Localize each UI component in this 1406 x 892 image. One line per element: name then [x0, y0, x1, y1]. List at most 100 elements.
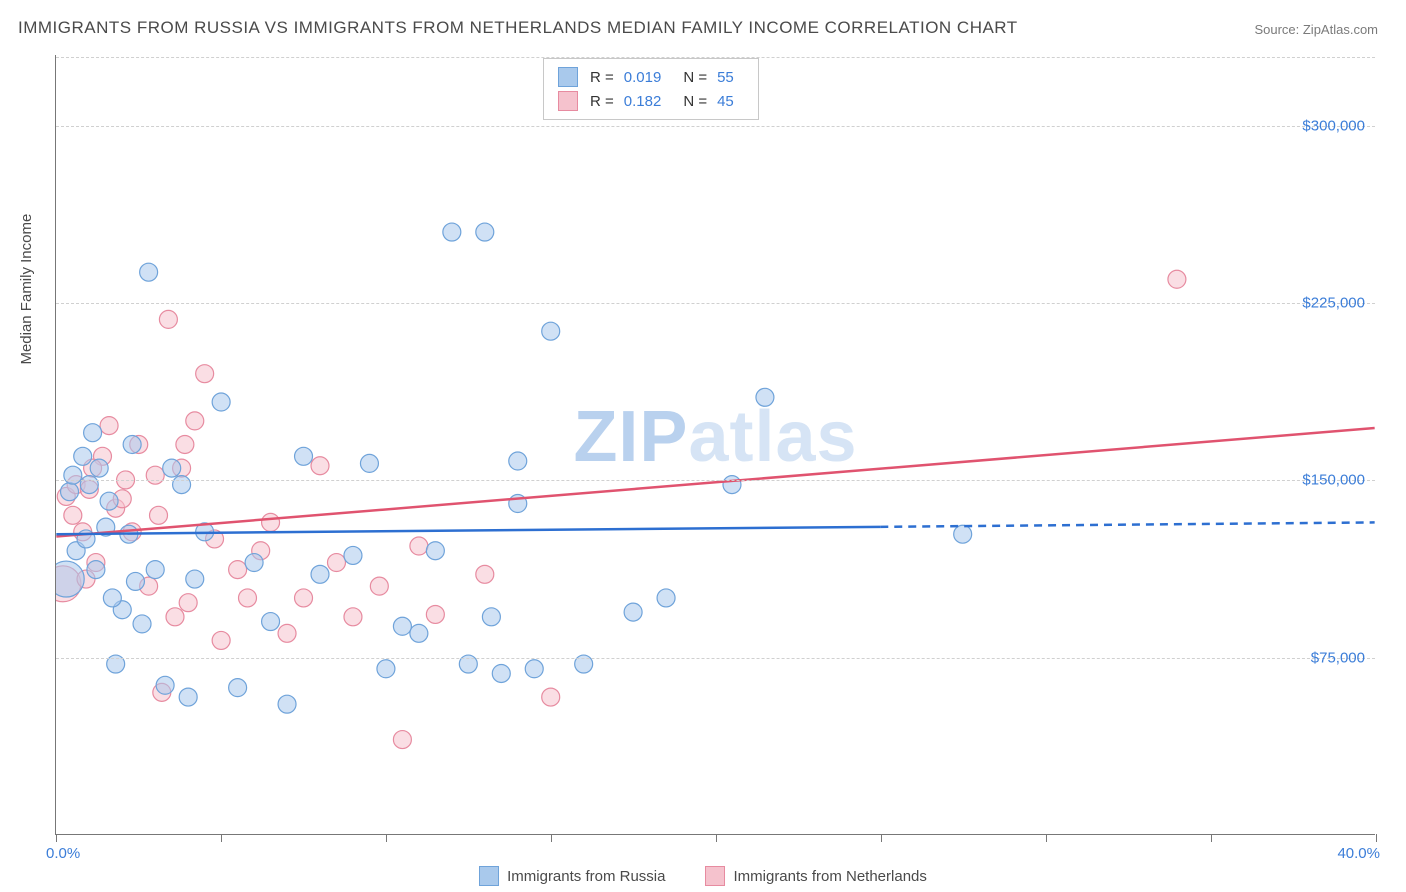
scatter-point-netherlands: [186, 412, 204, 430]
legend-n-value: 55: [717, 69, 734, 86]
scatter-point-netherlands: [107, 499, 125, 517]
scatter-point-russia: [756, 388, 774, 406]
scatter-point-russia: [74, 447, 92, 465]
chart-container: IMMIGRANTS FROM RUSSIA VS IMMIGRANTS FRO…: [0, 0, 1406, 892]
scatter-point-netherlands: [84, 459, 102, 477]
scatter-point-russia: [476, 223, 494, 241]
scatter-point-russia: [173, 476, 191, 494]
watermark: ZIPatlas: [573, 396, 857, 478]
scatter-point-russia: [542, 322, 560, 340]
scatter-point-netherlands: [57, 487, 75, 505]
scatter-point-netherlands: [176, 436, 194, 454]
x-tick: [56, 834, 57, 842]
scatter-point-netherlands: [140, 577, 158, 595]
trendline-netherlands: [56, 428, 1374, 537]
scatter-point-netherlands: [166, 608, 184, 626]
scatter-point-russia: [624, 603, 642, 621]
scatter-point-russia: [140, 263, 158, 281]
trendline-russia-dashed: [880, 522, 1374, 526]
scatter-point-netherlands: [410, 537, 428, 555]
scatter-point-russia: [393, 617, 411, 635]
legend-swatch: [558, 91, 578, 111]
scatter-point-russia: [278, 695, 296, 713]
x-tick: [881, 834, 882, 842]
scatter-point-netherlands: [67, 476, 85, 494]
y-tick-label: $75,000: [1311, 649, 1365, 666]
legend-r-value: 0.182: [624, 93, 662, 110]
scatter-point-netherlands: [370, 577, 388, 595]
legend-n-value: 45: [717, 93, 734, 110]
scatter-point-russia: [482, 608, 500, 626]
scatter-point-netherlands: [179, 594, 197, 612]
scatter-point-netherlands: [327, 554, 345, 572]
scatter-point-russia: [64, 466, 82, 484]
legend-row: R =0.019N =55: [558, 65, 744, 89]
scatter-point-netherlands: [150, 506, 168, 524]
scatter-point-russia: [229, 679, 247, 697]
scatter-point-russia: [146, 561, 164, 579]
scatter-point-netherlands: [113, 490, 131, 508]
scatter-point-netherlands: [278, 624, 296, 642]
gridline: [56, 303, 1375, 304]
legend-r-label: R =: [590, 69, 614, 86]
scatter-point-russia: [245, 554, 263, 572]
legend-n-label: N =: [683, 69, 707, 86]
legend-swatch: [558, 67, 578, 87]
chart-title: IMMIGRANTS FROM RUSSIA VS IMMIGRANTS FRO…: [18, 18, 1018, 38]
scatter-point-russia: [954, 525, 972, 543]
source-attribution: Source: ZipAtlas.com: [1254, 22, 1378, 37]
plot-area: ZIPatlas 0.0% 40.0% $75,000$150,000$225,…: [55, 55, 1375, 835]
scatter-point-russia: [262, 613, 280, 631]
scatter-point-netherlands: [196, 365, 214, 383]
scatter-point-netherlands: [252, 542, 270, 560]
scatter-point-russia: [311, 565, 329, 583]
scatter-point-netherlands: [206, 530, 224, 548]
scatter-point-russia: [212, 393, 230, 411]
scatter-point-netherlands: [153, 683, 171, 701]
scatter-svg: [56, 55, 1375, 834]
scatter-point-russia: [509, 495, 527, 513]
legend-series-label: Immigrants from Netherlands: [733, 868, 926, 885]
gridline: [56, 126, 1375, 127]
scatter-point-netherlands: [212, 631, 230, 649]
scatter-point-russia: [61, 483, 79, 501]
scatter-point-netherlands: [74, 523, 92, 541]
scatter-point-netherlands: [130, 436, 148, 454]
x-tick: [221, 834, 222, 842]
scatter-point-russia: [97, 518, 115, 536]
scatter-point-netherlands: [229, 561, 247, 579]
legend-n-label: N =: [683, 93, 707, 110]
scatter-point-netherlands: [542, 688, 560, 706]
scatter-point-russia: [56, 561, 84, 597]
scatter-point-russia: [426, 542, 444, 560]
scatter-point-netherlands: [100, 417, 118, 435]
legend-series-item: Immigrants from Russia: [479, 866, 665, 886]
x-tick: [1376, 834, 1377, 842]
scatter-point-russia: [360, 454, 378, 472]
y-tick-label: $300,000: [1302, 117, 1365, 134]
scatter-point-netherlands: [77, 570, 95, 588]
scatter-point-netherlands: [80, 480, 98, 498]
trendline-russia: [56, 527, 880, 534]
legend-series-item: Immigrants from Netherlands: [705, 866, 926, 886]
gridline: [56, 658, 1375, 659]
scatter-point-russia: [80, 476, 98, 494]
scatter-point-russia: [84, 424, 102, 442]
scatter-point-netherlands: [173, 459, 191, 477]
y-tick-label: $225,000: [1302, 295, 1365, 312]
legend-swatch: [479, 866, 499, 886]
scatter-point-russia: [295, 447, 313, 465]
scatter-point-russia: [723, 476, 741, 494]
scatter-point-russia: [377, 660, 395, 678]
x-tick: [1211, 834, 1212, 842]
x-tick: [551, 834, 552, 842]
scatter-point-russia: [163, 459, 181, 477]
legend-r-label: R =: [590, 93, 614, 110]
scatter-point-netherlands: [393, 731, 411, 749]
y-tick-label: $150,000: [1302, 472, 1365, 489]
scatter-point-russia: [657, 589, 675, 607]
x-axis-end-label: 40.0%: [1337, 845, 1380, 862]
scatter-point-russia: [509, 452, 527, 470]
scatter-point-netherlands: [311, 457, 329, 475]
scatter-point-netherlands: [239, 589, 257, 607]
